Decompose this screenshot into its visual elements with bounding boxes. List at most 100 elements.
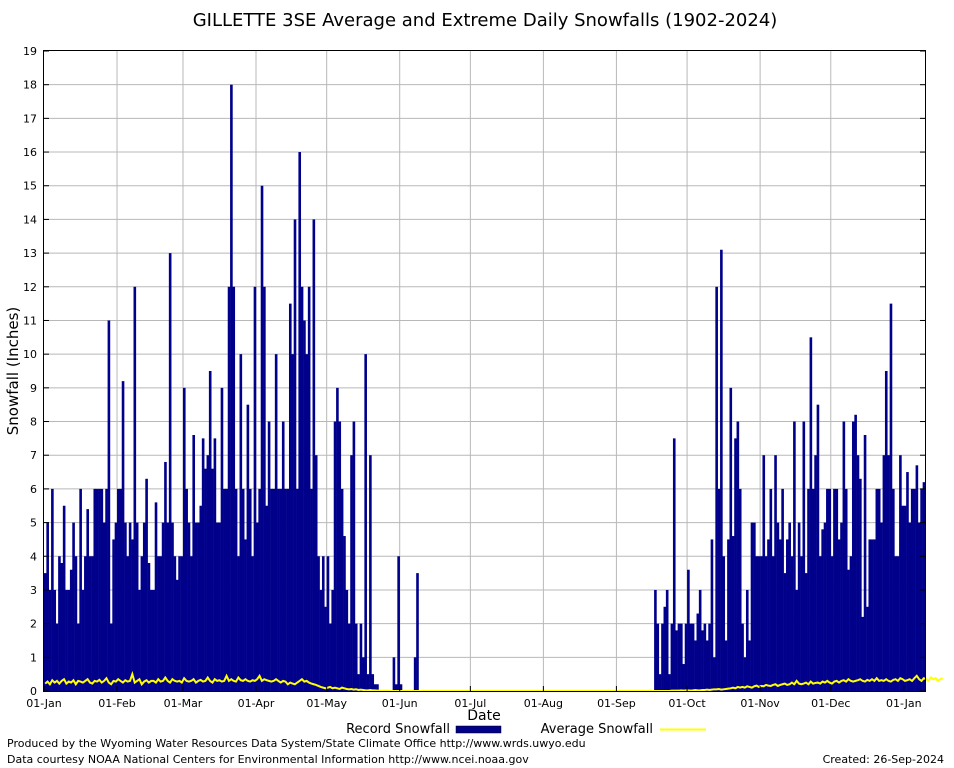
record-bar [413,657,417,691]
record-bar [371,674,375,691]
record-bar [291,354,294,691]
y-tick-label: 12 [23,281,37,294]
record-bar [835,488,839,691]
record-bar [701,630,704,691]
record-bar [722,556,726,691]
record-bar [821,529,824,691]
record-bar [771,556,775,691]
created-date: Created: 26-Sep-2024 [822,753,944,766]
record-bar [166,522,170,691]
record-bar [837,539,841,691]
record-bar [828,488,832,691]
record-bar [788,522,791,691]
record-bar [880,522,883,691]
record-bar [392,657,396,691]
record-bar [296,488,299,691]
record-bar [201,438,205,691]
y-tick-label: 8 [30,416,37,429]
record-bar [399,684,403,691]
record-bar [708,623,711,691]
x-tick-label: 01-Jan [886,697,922,710]
record-bar [731,536,735,691]
record-bar [762,455,766,691]
record-bar [161,522,165,691]
producer-credit: Produced by the Wyoming Water Resources … [7,737,586,750]
record-bar [237,556,240,691]
record-bar [811,488,815,691]
record-bar [823,522,827,691]
record-bar [781,488,784,691]
record-bar [807,488,810,691]
record-bar [98,488,101,691]
record-bar [65,589,68,691]
y-tick-label: 19 [23,45,37,58]
record-bar [336,387,339,691]
record-bar [394,684,398,691]
record-bar [260,185,264,692]
record-bar [199,505,203,691]
record-bar [863,435,867,691]
record-bar [312,219,316,692]
record-bar [279,488,283,691]
data-courtesy-credit: Data courtesy NOAA National Centers for … [7,753,529,766]
record-bar [875,488,879,691]
record-bar [107,320,111,691]
record-bar [46,522,49,691]
record-bar [668,674,671,691]
y-tick-label: 17 [23,112,37,125]
record-bar [303,320,306,691]
record-bar [319,589,323,691]
record-bar [896,556,900,691]
record-bar [672,438,676,691]
record-bar [826,488,829,691]
record-bar [154,502,158,691]
record-bar [696,613,700,691]
record-bar [204,468,207,691]
y-tick-label: 5 [30,517,37,530]
y-tick-label: 14 [23,213,37,226]
record-bar [145,478,148,691]
record-bar [152,589,155,691]
record-bar [903,505,907,691]
y-tick-label: 0 [30,685,37,698]
record-bar [274,354,278,691]
record-bar [352,421,356,691]
record-bar [298,152,302,692]
record-bar [305,354,309,691]
record-bar [321,556,325,691]
record-bar [877,488,881,691]
record-bar [757,556,761,691]
record-bar [680,623,683,691]
record-bar [86,509,90,691]
record-bar [102,522,106,691]
y-tick-label: 9 [30,382,37,395]
record-bar [786,539,789,691]
record-bar [416,573,419,691]
record-bar [343,536,346,691]
record-bar [369,455,372,691]
record-bar [778,539,782,691]
record-bar [187,522,191,691]
record-bar [849,556,853,691]
record-bar [121,381,125,691]
record-bar [112,539,115,691]
record-bar [206,455,210,691]
record-bar [76,623,80,691]
record-bar [359,623,363,691]
record-bar [251,556,254,691]
record-bar [333,421,337,691]
record-bar [795,589,799,691]
record-bar [729,387,733,691]
record-bar [258,488,261,691]
record-bar [55,623,59,691]
record-bar [847,569,850,691]
record-bar [192,435,196,691]
record-bar [293,219,297,692]
record-bar [124,522,127,691]
record-bar [682,664,685,691]
record-bar [185,488,188,691]
x-tick-label: 01-May [306,697,347,710]
y-tick-label: 2 [30,618,37,631]
y-axis-label: Snowfall (Inches) [4,307,22,435]
record-bar [307,286,311,691]
